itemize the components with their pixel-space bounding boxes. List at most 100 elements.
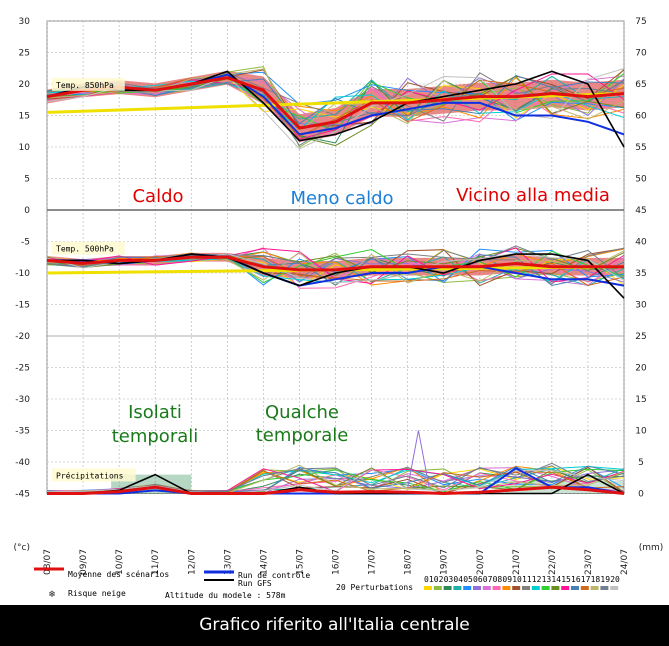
perturbation-swatch: [482, 586, 491, 590]
x-tick-label: 18/07: [404, 549, 414, 575]
x-tick-label: 10/07: [115, 549, 125, 575]
perturbation-swatch: [424, 586, 432, 590]
panel-label: Temp. 850hPa: [56, 81, 114, 90]
right-tick-label: 15: [635, 395, 646, 405]
right-tick-label: 10: [635, 427, 647, 437]
perturbation-swatch: [453, 586, 462, 590]
x-tick-label: 15/07: [295, 549, 305, 575]
left-tick-label: 15: [19, 112, 30, 122]
right-tick-label: 35: [635, 269, 646, 279]
perturbations-label: 20 Perturbations: [336, 583, 413, 592]
left-tick-label: 10: [19, 143, 31, 153]
perturbation-line: [46, 74, 625, 137]
perturbation-id-label: 10: [512, 575, 522, 584]
precip-spike: [407, 430, 430, 489]
panel-label: Temp. 500hPa: [56, 245, 114, 254]
perturbation-swatch: [473, 586, 481, 590]
perturbation-swatch: [512, 586, 521, 590]
right-tick-label: 55: [635, 143, 646, 153]
perturbation-id-label: 11: [522, 575, 532, 584]
perturbation-id-label: 16: [571, 575, 581, 584]
right-axis-unit: (mm): [639, 543, 664, 553]
mean-line-850: [46, 76, 625, 130]
left-tick-label: 30: [19, 17, 31, 27]
right-tick-label: 25: [635, 332, 646, 342]
perturbation-swatch: [463, 586, 472, 590]
mean-line-precip: [47, 485, 625, 496]
right-tick-label: 45: [635, 206, 646, 216]
perturbation-id-label: 18: [591, 575, 601, 584]
legend-gfs-label: Run GFS: [238, 579, 272, 588]
left-tick-label: 20: [19, 80, 31, 90]
perturbation-id-label: 09: [502, 575, 512, 584]
legend-control-label: Run de contrôle: [238, 570, 310, 580]
left-tick-label: -30: [15, 395, 30, 405]
perturbation-id-label: 13: [542, 575, 552, 584]
left-tick-label: 5: [24, 175, 30, 185]
panel-label: Précipitations: [56, 470, 124, 480]
perturbation-swatch: [610, 586, 619, 590]
panel-label-bg: [52, 77, 125, 91]
x-tick-label: 24/07: [620, 549, 630, 575]
x-tick-label: 19/07: [440, 549, 450, 575]
perturbation-swatch: [433, 586, 442, 590]
left-tick-label: -5: [21, 238, 30, 248]
left-axis-unit: (°c): [14, 543, 30, 553]
panel-label-bg: [52, 468, 136, 482]
right-tick-label: 5: [638, 458, 644, 468]
x-tick-label: 13/07: [223, 549, 233, 575]
perturbation-id-label: 15: [561, 575, 571, 584]
perturbation-swatch: [600, 586, 609, 590]
x-tick-label: 16/07: [332, 549, 342, 575]
perturbation-swatch: [443, 586, 452, 590]
right-tick-label: 75: [635, 17, 646, 27]
legend-snow-label: Risque neige: [68, 589, 126, 598]
perturbation-id-label: 03: [444, 575, 454, 584]
right-tick-label: 70: [635, 49, 647, 59]
perturbation-line: [46, 80, 625, 131]
x-tick-label: 09/07: [79, 549, 89, 575]
perturbation-swatch: [551, 586, 560, 590]
x-tick-label: 11/07: [151, 549, 161, 575]
x-tick-label: 08/07: [43, 549, 53, 575]
right-tick-label: 0: [638, 490, 644, 500]
perturbation-swatch: [502, 586, 511, 590]
perturbation-id-label: 05: [463, 575, 473, 584]
perturbation-swatch: [492, 586, 501, 590]
panel-label-bg: [52, 241, 125, 255]
meteogram-chart: 302520151050-5-10-15-20-25-30-35-40-4508…: [14, 17, 664, 600]
perturbation-swatch: [561, 586, 570, 590]
x-tick-label: 14/07: [259, 549, 269, 575]
right-tick-label: 50: [635, 175, 647, 185]
left-tick-label: -15: [15, 301, 30, 311]
right-tick-label: 40: [635, 238, 647, 248]
mean-line-500: [46, 255, 624, 272]
right-tick-label: 60: [635, 112, 647, 122]
left-tick-label: -35: [15, 427, 30, 437]
perturbation-swatch: [541, 586, 550, 590]
left-tick-label: -20: [15, 332, 30, 342]
perturbation-id-label: 08: [493, 575, 503, 584]
x-tick-label: 23/07: [584, 549, 594, 575]
perturbation-id-label: 01: [424, 575, 434, 584]
perturbation-id-label: 06: [473, 575, 483, 584]
perturbation-swatch: [522, 586, 530, 590]
perturbation-id-label: 19: [600, 575, 610, 584]
perturbation-id-label: 04: [453, 575, 463, 584]
perturbation-id-label: 20: [610, 575, 620, 584]
legend-mean-label: Moyenne des scénarios: [68, 569, 169, 579]
left-tick-label: -10: [15, 269, 30, 279]
right-tick-label: 65: [635, 80, 646, 90]
snowflake-icon: ❄: [48, 590, 56, 600]
footer-title: Grafico riferito all'Italia centrale: [0, 605, 669, 646]
perturbation-swatch: [590, 586, 599, 590]
left-tick-label: -45: [15, 490, 30, 500]
perturbation-swatch: [531, 586, 540, 590]
x-tick-label: 20/07: [476, 549, 486, 575]
left-tick-label: 0: [24, 206, 30, 216]
left-tick-label: 25: [19, 49, 30, 59]
x-tick-label: 12/07: [187, 549, 197, 575]
left-tick-label: -40: [15, 458, 30, 468]
altitude-label: Altitude du modele : 578m: [165, 591, 286, 600]
